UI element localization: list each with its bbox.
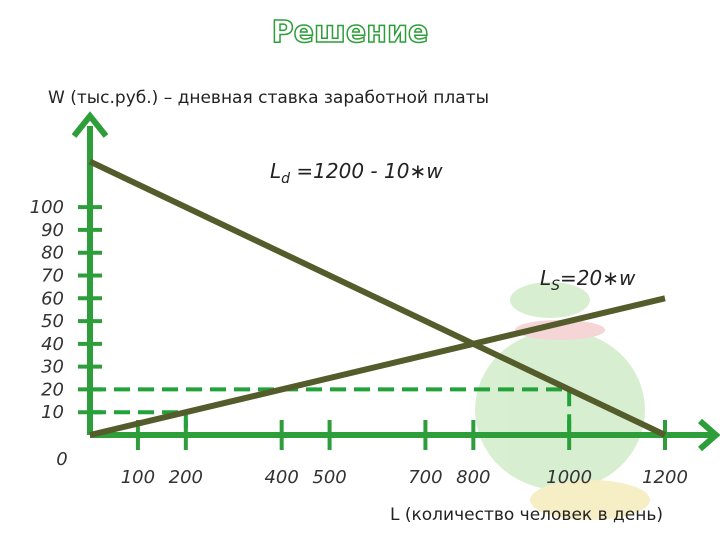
x-axis-label: L (количество человек в день) <box>390 505 663 525</box>
x-tick-label: 500 <box>312 467 346 488</box>
money-bag <box>475 282 650 520</box>
chart-title: Решение <box>272 15 429 50</box>
series-line <box>89 295 666 438</box>
series-label-part: =20∗w <box>560 266 636 290</box>
y-tick-label: 10 <box>41 402 64 423</box>
y-tick-label: 30 <box>41 357 64 378</box>
y-tick-label: 60 <box>41 288 64 309</box>
series-label-part: d <box>281 171 290 187</box>
x-tick-label: 400 <box>264 467 298 488</box>
y-tick-label: 40 <box>41 334 64 355</box>
y-tick-label: 70 <box>41 266 64 287</box>
y-tick-label: 0 <box>56 449 67 470</box>
x-tick-label: 800 <box>456 467 490 488</box>
y-tick-label: 100 <box>30 197 64 218</box>
y-tick-label: 90 <box>41 220 64 241</box>
x-tick-label: 100 <box>121 467 155 488</box>
y-tick-label: 20 <box>41 379 64 400</box>
x-tick-label: 1200 <box>642 467 688 488</box>
y-tick-label: 80 <box>41 243 64 264</box>
y-axis-arrow <box>71 111 109 138</box>
x-axis-arrow <box>698 418 720 452</box>
x-tick-label: 1000 <box>546 467 592 488</box>
x-tick-label: 200 <box>169 467 203 488</box>
reference-line <box>90 387 572 435</box>
y-axis-label: W (тыс.руб.) – дневная ставка заработной… <box>48 88 489 108</box>
series-label-part: =1200 - 10∗w <box>290 159 443 183</box>
series-label-part: L <box>540 266 551 290</box>
reference-line <box>90 410 188 435</box>
series-label: Ld =1200 - 10∗w <box>270 159 443 187</box>
x-tick-label: 700 <box>408 467 442 488</box>
series-label-part: S <box>551 278 560 294</box>
series-line <box>88 158 667 438</box>
y-tick-label: 50 <box>41 311 64 332</box>
series-label: LS=20∗w <box>540 266 636 294</box>
series-label-part: L <box>270 159 281 183</box>
